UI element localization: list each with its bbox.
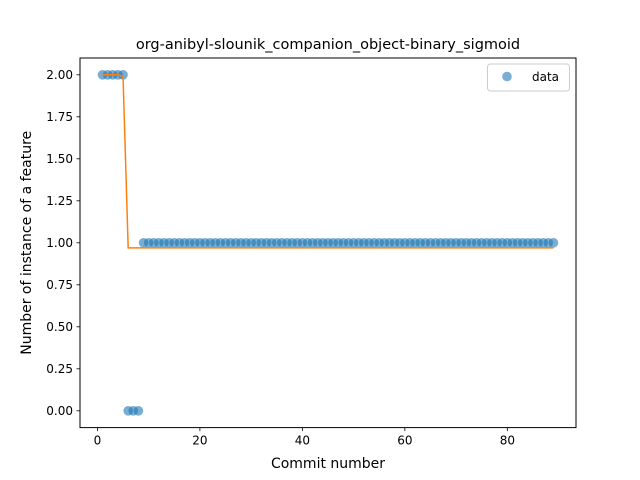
legend: data [488,64,570,91]
legend-label-data: data [532,70,559,84]
y-tick-label: 0.25 [46,362,73,376]
y-tick-label: 0.50 [46,320,73,334]
y-tick-label: 1.00 [46,236,73,250]
y-tick-label: 0.75 [46,278,73,292]
x-tick-label: 80 [500,434,515,448]
data-point [549,238,559,248]
x-tick-label: 0 [94,434,102,448]
y-tick-label: 1.50 [46,152,73,166]
y-tick-label: 1.25 [46,194,73,208]
y-tick-label: 2.00 [46,68,73,82]
x-tick-label: 20 [192,434,207,448]
data-point [134,406,144,416]
chart-title: org-anibyl-slounik_companion_object-bina… [136,37,520,53]
x-tick-label: 60 [397,434,412,448]
x-tick-label: 40 [295,434,310,448]
y-axis-label: Number of instance of a feature [19,131,35,355]
x-axis-label: Commit number [271,456,385,472]
y-tick-label: 0.00 [46,404,73,418]
y-tick-label: 1.75 [46,110,73,124]
legend-marker-data [502,72,512,82]
